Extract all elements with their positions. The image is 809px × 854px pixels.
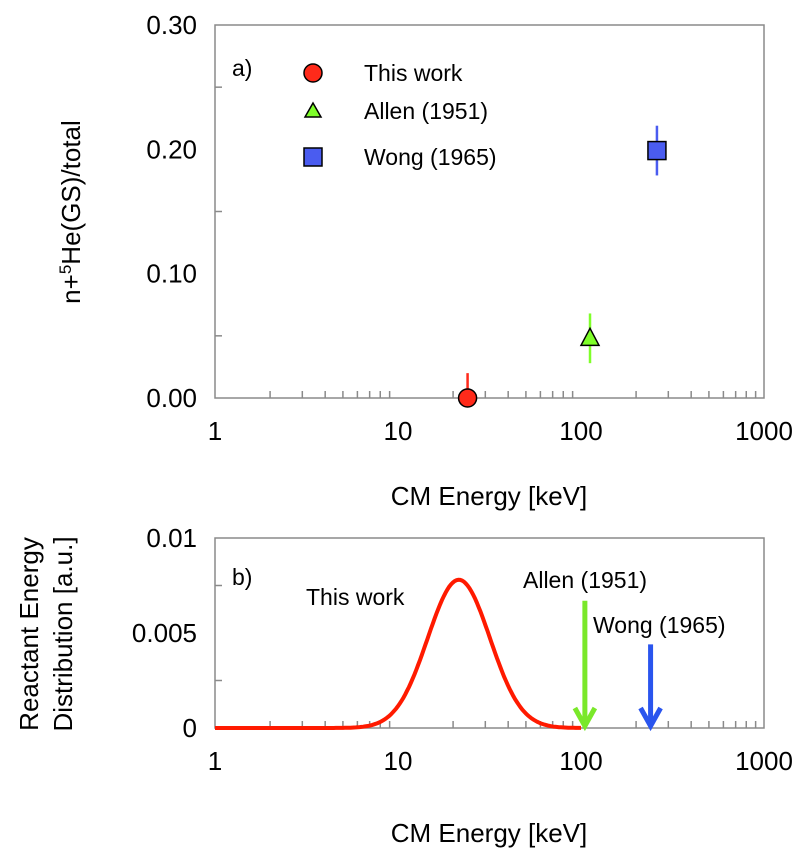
data-point-triangle	[579, 326, 601, 347]
data-point-square	[647, 140, 667, 161]
legend-a: This work Allen (1951) Wong (1965)	[303, 60, 497, 170]
y-axis-label-b-line2: Distribution [a.u.]	[48, 536, 78, 731]
panel-label-a: a)	[232, 55, 252, 81]
panel-a: 1 10 100 1000 0.00 0.10 0.20 0.30 a) This work…	[56, 10, 793, 511]
y-tick-label: 0.30	[146, 10, 197, 40]
panel-label-b: b)	[232, 564, 252, 590]
y-minor-ticks-a	[215, 86, 222, 337]
y-tick-labels-b: 0 0.005 0.01	[132, 523, 197, 743]
data-points-a	[457, 140, 667, 408]
legend-marker-this-work	[303, 63, 323, 83]
x-tick-label: 1000	[735, 746, 793, 776]
y-tick-label: 0.00	[146, 383, 197, 413]
y-axis-label-b-line1: Reactant Energy	[14, 537, 44, 731]
plot-area-a	[214, 24, 765, 399]
legend-label-wong: Wong (1965)	[364, 144, 497, 170]
data-point-circle	[457, 388, 478, 408]
annotation-this-work: This work	[306, 584, 405, 610]
y-tick-label: 0.01	[146, 523, 197, 553]
x-tick-label: 1000	[735, 416, 793, 446]
legend-label-this-work: This work	[364, 60, 463, 86]
legend-marker-allen	[303, 101, 323, 118]
y-tick-label: 0.10	[146, 259, 197, 289]
x-tick-label: 10	[384, 746, 413, 776]
x-tick-label: 1	[208, 746, 222, 776]
y-tick-labels-a: 0.00 0.10 0.20 0.30	[146, 10, 197, 413]
annotation-allen: Allen (1951)	[523, 567, 647, 593]
legend-label-allen: Allen (1951)	[364, 98, 488, 124]
x-tick-label: 100	[559, 416, 602, 446]
plot-area-b	[214, 537, 765, 729]
y-minor-ticks-b	[215, 584, 222, 682]
y-tick-label: 0	[183, 713, 197, 743]
y-tick-label: 0.20	[146, 134, 197, 164]
x-axis-label-a: CM Energy [keV]	[391, 481, 588, 511]
arrow-head	[572, 706, 598, 732]
x-tick-labels-a: 1 10 100 1000	[208, 416, 793, 446]
legend-marker-wong	[303, 147, 323, 167]
y-axis-label-a: n+5He(GS)/total	[56, 120, 86, 304]
x-tick-label: 10	[384, 416, 413, 446]
y-tick-label: 0.005	[132, 618, 197, 648]
x-minor-ticks-a	[269, 391, 757, 398]
arrows-b	[572, 600, 663, 732]
annotation-wong: Wong (1965)	[593, 612, 726, 638]
x-tick-labels-b: 1 10 100 1000	[208, 746, 793, 776]
panel-b: 1 10 100 1000 0 0.005 0.01 b) This work Allen…	[14, 523, 793, 848]
x-axis-label-b: CM Energy [keV]	[391, 818, 588, 848]
distribution-curve-this-work	[215, 577, 581, 730]
x-tick-label: 1	[208, 416, 222, 446]
arrow-head	[638, 706, 663, 732]
x-tick-label: 100	[559, 746, 602, 776]
